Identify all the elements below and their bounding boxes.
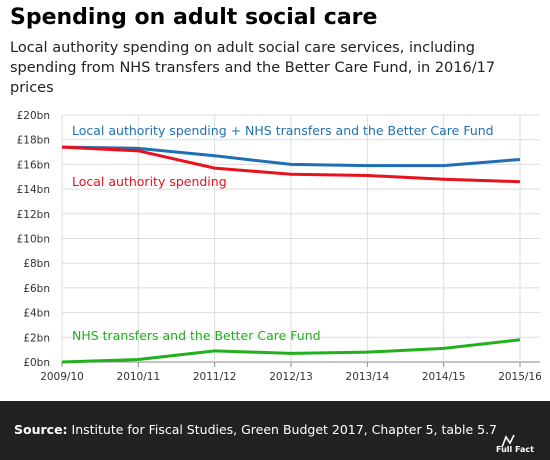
line-chart: £0bn £2bn £4bn £6bn £8bn £10bn £12bn £14bn £16bn… <box>17 110 543 383</box>
series-line-3 <box>61 338 521 364</box>
source-note: Source: Institute for Fiscal Studies, Gr… <box>14 422 497 437</box>
series-label-3: NHS transfers and the Better Care Fund <box>72 328 321 343</box>
y-tick-label: £4bn <box>23 308 50 320</box>
x-tick-label: 2013/14 <box>346 371 390 383</box>
series-label-2: Local authority spending <box>72 174 227 189</box>
y-tick-label: £0bn <box>23 357 50 369</box>
series-label-1: Local authority spending + NHS transfers… <box>72 123 494 138</box>
y-tick-label: £16bn <box>17 159 50 171</box>
y-tick-label: £6bn <box>23 283 50 295</box>
chart-title: Spending on adult social care <box>10 5 378 30</box>
full-fact-logo: Full Fact <box>496 434 534 453</box>
x-tick-label: 2014/15 <box>422 371 466 383</box>
y-tick-label: £8bn <box>23 258 50 270</box>
chart-subtitle: Local authority spending on adult social… <box>10 40 496 96</box>
series-line-2 <box>61 145 521 184</box>
y-tick-label: £20bn <box>17 110 50 122</box>
x-tick-label: 2010/11 <box>117 371 161 383</box>
x-tick-label: 2009/10 <box>40 371 84 383</box>
x-tick-label: 2012/13 <box>269 371 313 383</box>
source-label: Source: <box>14 422 68 437</box>
series-line-1 <box>61 145 521 168</box>
x-tick-label: 2011/12 <box>193 371 237 383</box>
y-tick-label: £10bn <box>17 234 50 246</box>
y-tick-label: £2bn <box>23 332 50 344</box>
y-tick-label: £18bn <box>17 135 50 147</box>
logo-mark-icon <box>501 434 515 448</box>
source-text: Institute for Fiscal Studies, Green Budg… <box>67 422 498 437</box>
footer-bar: Source: Institute for Fiscal Studies, Gr… <box>0 401 550 460</box>
logo-text: Full Fact <box>496 445 534 453</box>
y-tick-label: £14bn <box>17 184 50 196</box>
x-tick-label: 2015/16 <box>498 371 542 383</box>
y-tick-label: £12bn <box>17 209 50 221</box>
